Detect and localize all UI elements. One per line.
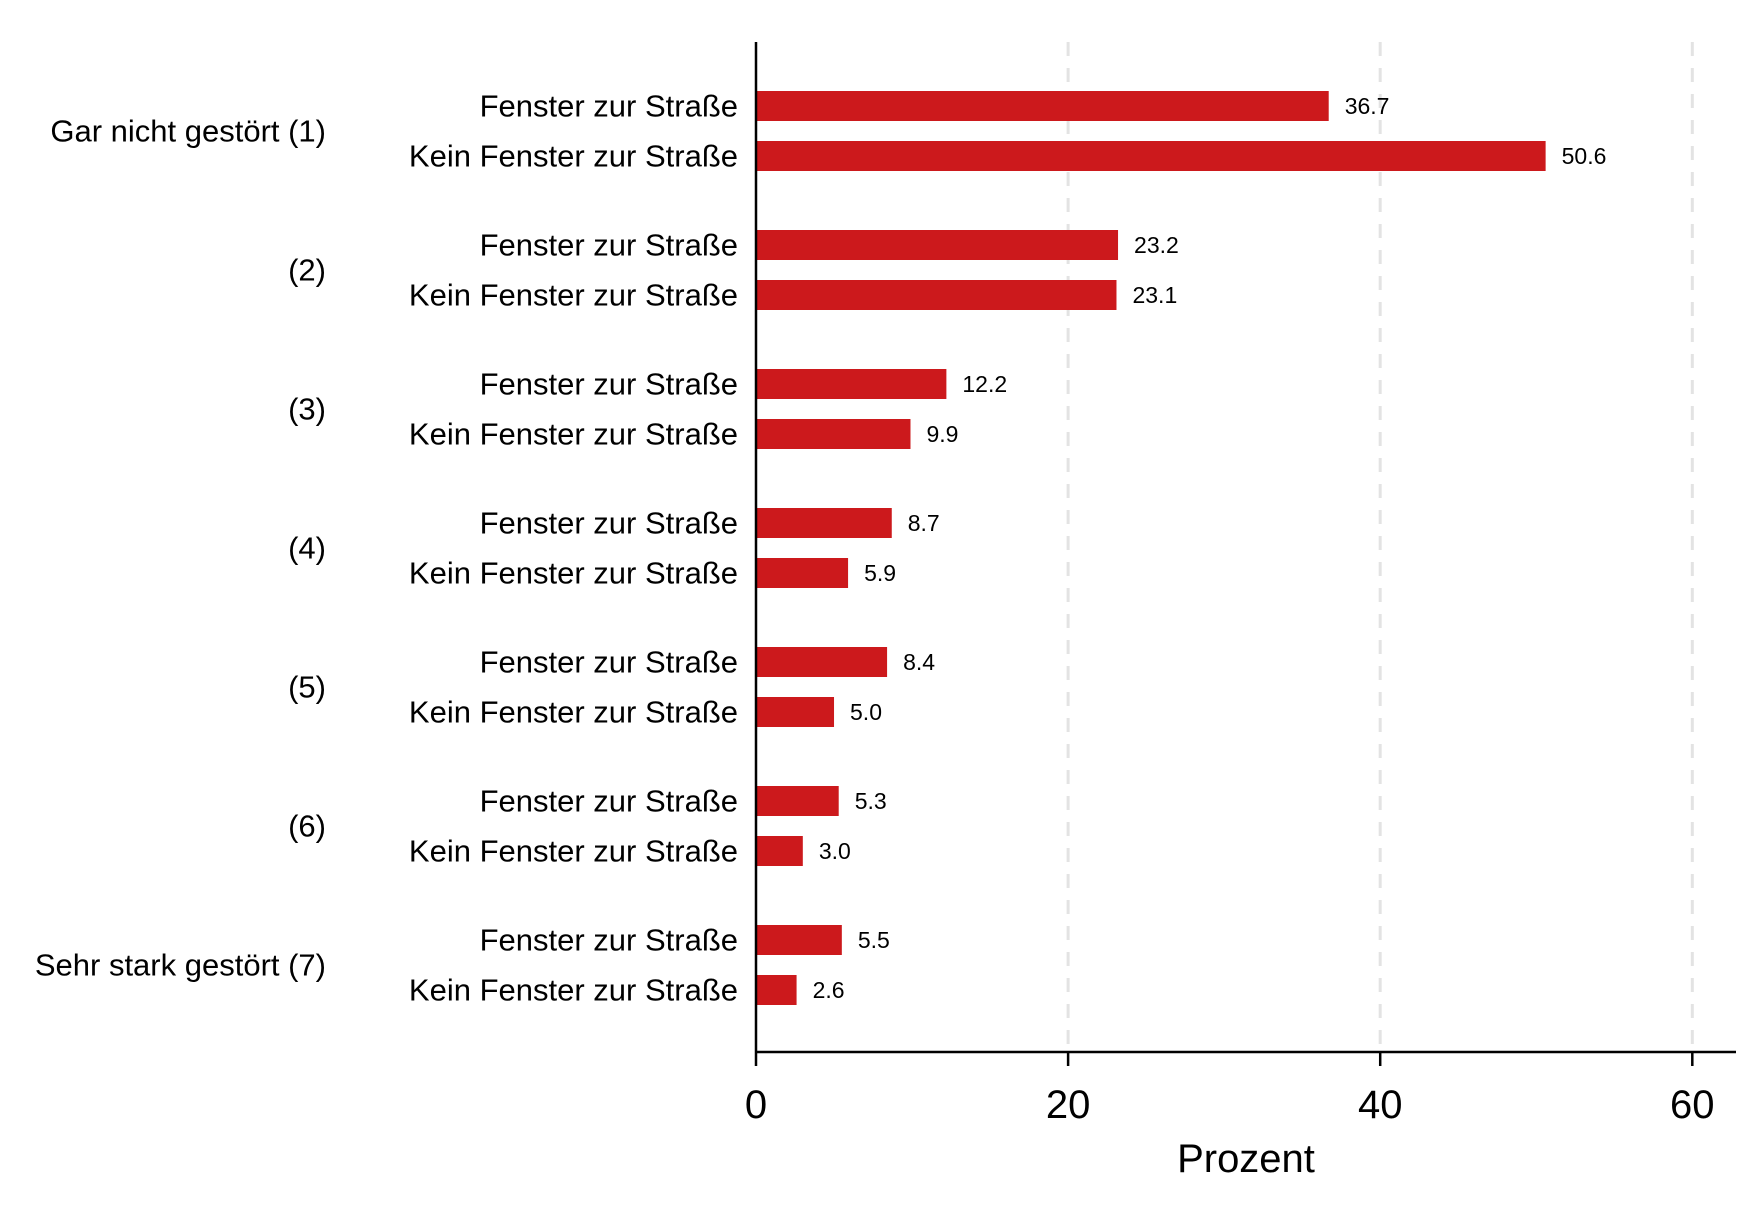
bar-value-label: 12.2	[962, 371, 1007, 397]
x-tick-label: 40	[1358, 1083, 1403, 1127]
bar	[756, 786, 839, 816]
bar-value-label: 36.7	[1345, 93, 1390, 119]
bar-category-label: Kein Fenster zur Straße	[409, 556, 738, 591]
bars	[756, 91, 1546, 1005]
bar	[756, 836, 803, 866]
bar-value-label: 3.0	[819, 838, 851, 864]
group-label: (2)	[288, 253, 326, 288]
bar-value-label: 5.9	[864, 560, 896, 586]
bar-category-label: Kein Fenster zur Straße	[409, 834, 738, 869]
group-label: (6)	[288, 809, 326, 844]
bar	[756, 230, 1119, 260]
bar-category-label: Kein Fenster zur Straße	[409, 139, 738, 174]
bar-category-label: Fenster zur Straße	[480, 89, 738, 124]
bar	[756, 280, 1117, 310]
bar-value-label: 50.6	[1562, 143, 1607, 169]
x-tick-label: 20	[1046, 1083, 1091, 1127]
bar	[756, 558, 849, 588]
x-axis-title: Prozent	[1177, 1137, 1315, 1181]
group-label: Sehr stark gestört (7)	[35, 948, 326, 983]
bar	[756, 925, 842, 955]
axes: 0 20 40 60	[745, 42, 1736, 1127]
bar	[756, 647, 888, 677]
x-tick-label: 60	[1670, 1083, 1715, 1127]
bar	[756, 369, 947, 399]
bar-value-label: 5.3	[855, 788, 887, 814]
bar-value-label: 23.2	[1134, 232, 1179, 258]
bar-value-label: 23.1	[1132, 282, 1177, 308]
bar-category-label: Kein Fenster zur Straße	[409, 417, 738, 452]
bar-value-label: 8.4	[903, 649, 935, 675]
bar	[756, 91, 1329, 121]
bar-category-label: Kein Fenster zur Straße	[409, 695, 738, 730]
bar-value-label: 8.7	[908, 510, 940, 536]
labels: Gar nicht gestört (1) Fenster zur Straße 3…	[35, 89, 1607, 1008]
bar-category-label: Fenster zur Straße	[480, 506, 738, 541]
bar-category-label: Fenster zur Straße	[480, 645, 738, 680]
group-label: Gar nicht gestört (1)	[50, 114, 326, 149]
bar	[756, 419, 911, 449]
grid-lines	[1066, 42, 1694, 1052]
bar	[756, 697, 835, 727]
bar-category-label: Kein Fenster zur Straße	[409, 278, 738, 313]
bar-category-label: Fenster zur Straße	[480, 228, 738, 263]
bar-category-label: Fenster zur Straße	[480, 784, 738, 819]
group-label: (3)	[288, 392, 326, 427]
bar-value-label: 5.0	[850, 699, 882, 725]
bar-category-label: Fenster zur Straße	[480, 923, 738, 958]
group-label: (5)	[288, 670, 326, 705]
bar	[756, 508, 892, 538]
bar-value-label: 5.5	[858, 927, 890, 953]
bar-category-label: Kein Fenster zur Straße	[409, 973, 738, 1008]
bar-value-label: 2.6	[813, 977, 845, 1003]
x-tick-label: 0	[745, 1083, 767, 1127]
bar-value-label: 9.9	[926, 421, 958, 447]
bar	[756, 975, 797, 1005]
bar-category-label: Fenster zur Straße	[480, 367, 738, 402]
bar	[756, 141, 1546, 171]
group-label: (4)	[288, 531, 326, 566]
